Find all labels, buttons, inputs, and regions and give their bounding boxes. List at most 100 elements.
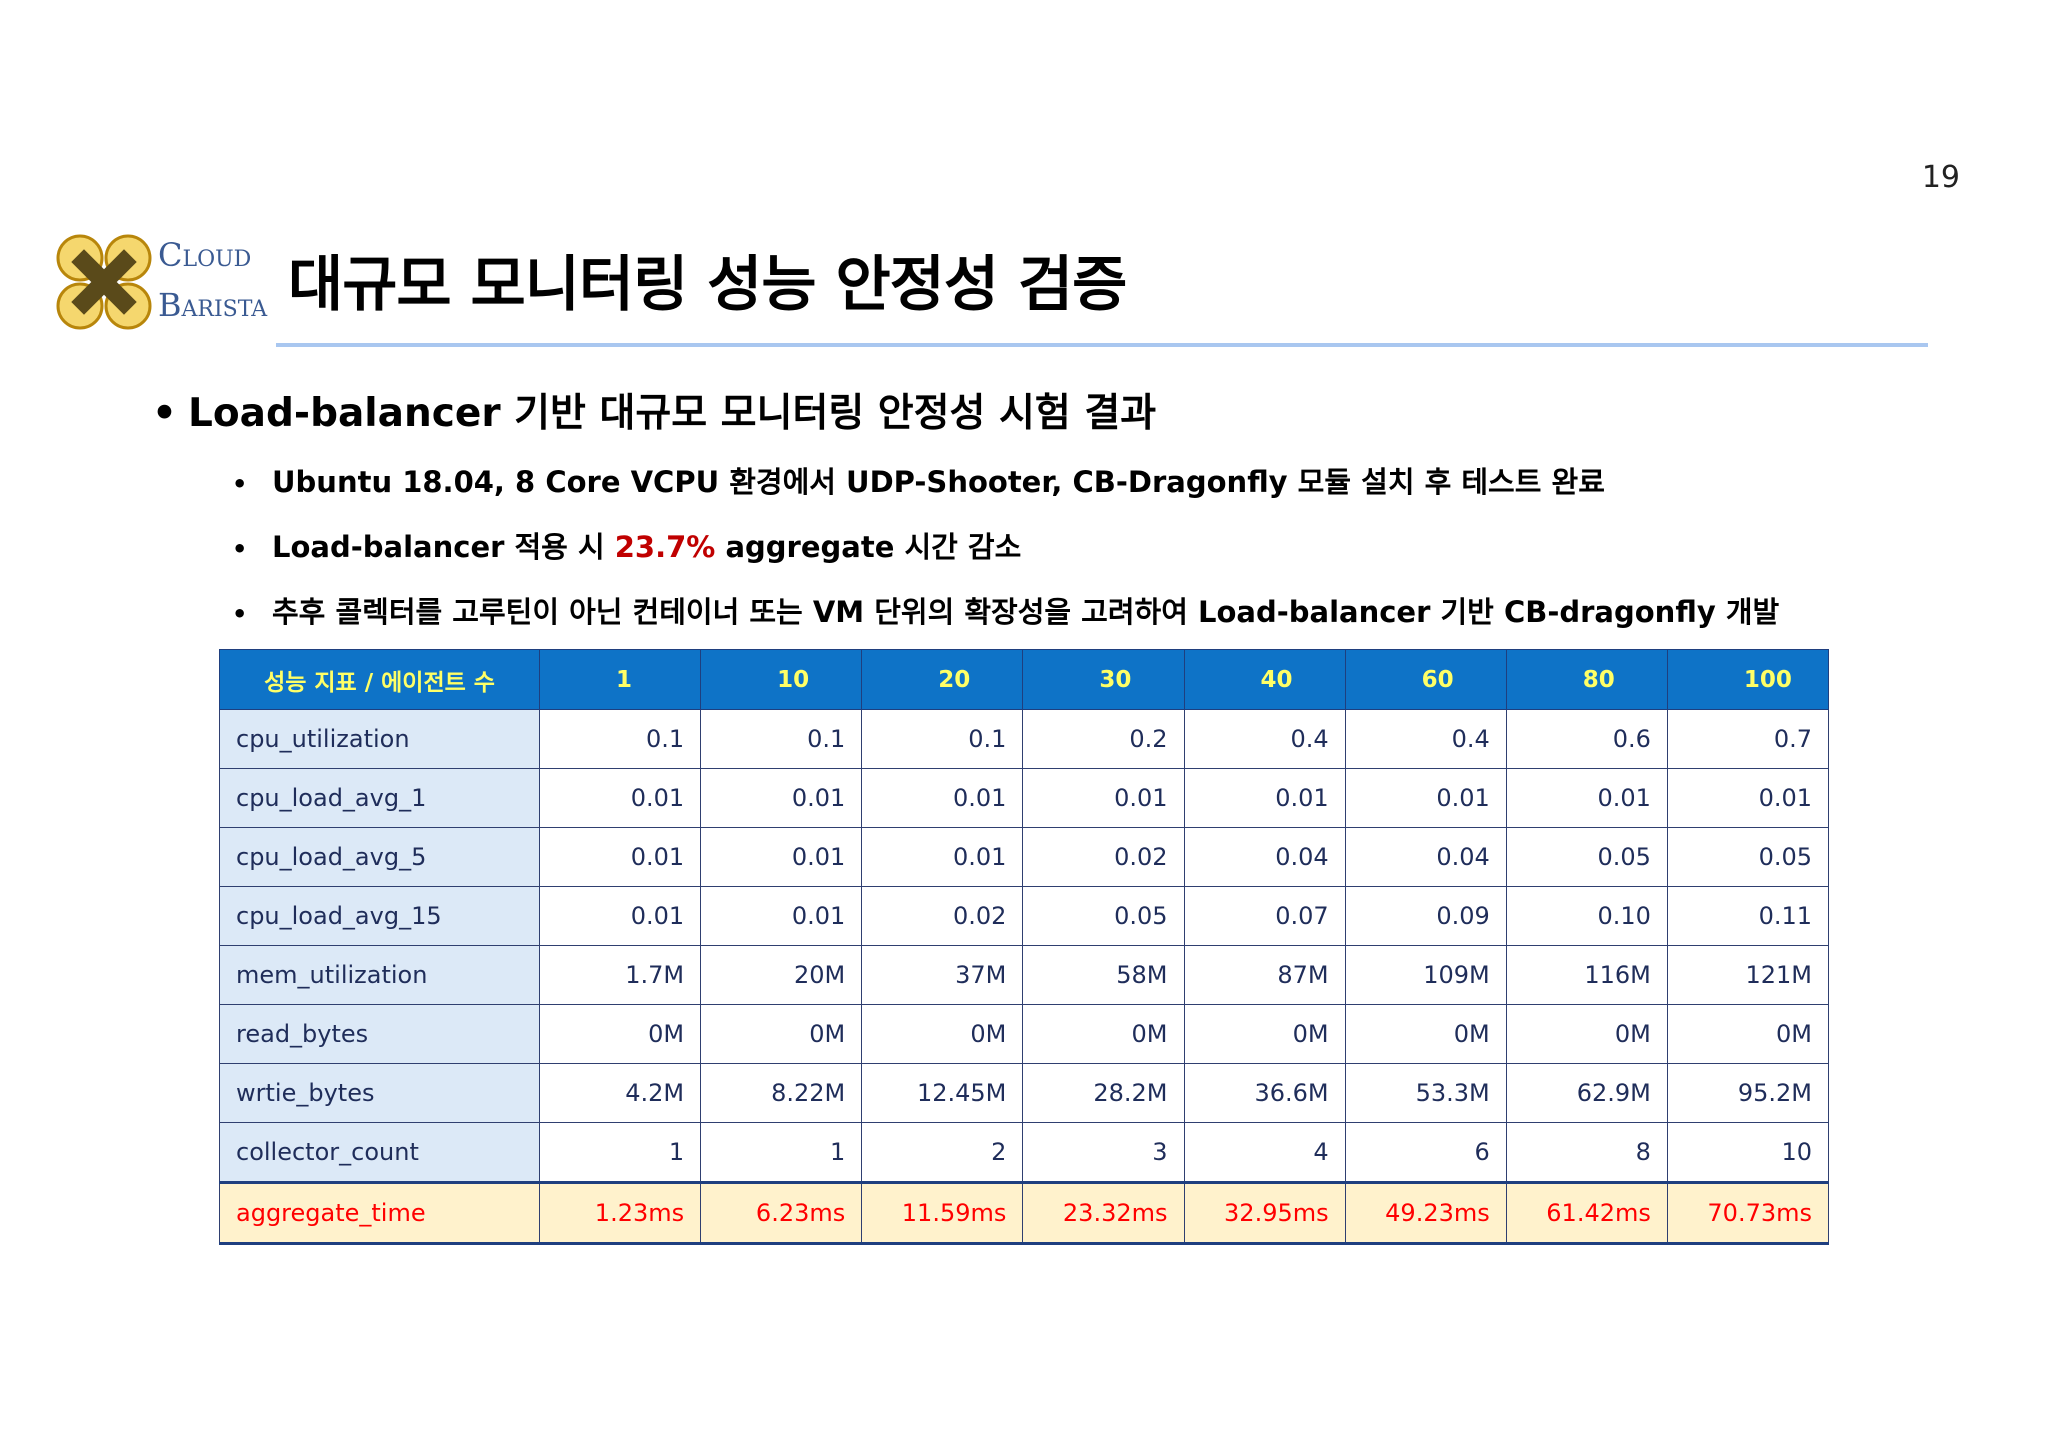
metric-name-cell: collector_count [219,1122,540,1183]
metric-value-cell: 0.1 [538,709,702,769]
metric-name-cell: cpu_load_avg_15 [219,886,540,946]
metric-value-cell: 0.1 [700,709,863,769]
metric-value-cell: 0.04 [1344,827,1507,887]
sub-bullet-text: Ubuntu 18.04, 8 Core VCPU 환경에서 UDP-Shoot… [272,465,1605,499]
metric-value-cell: 0.10 [1505,886,1668,946]
metric-value-cell: 20M [700,945,863,1005]
metric-value-cell: 61.42ms [1505,1181,1668,1245]
metric-value-cell: 0.05 [1666,827,1830,887]
performance-table: 성능 지표 / 에이전트 수 1 10 20 30 40 60 80 100 c… [219,649,1830,1245]
metric-value-cell: 0.01 [861,768,1024,828]
metric-value-cell: 12.45M [861,1063,1024,1123]
table-header-row: 성능 지표 / 에이전트 수 1 10 20 30 40 60 80 100 [219,649,1830,710]
sub-bullet-text-post: aggregate 시간 감소 [715,530,1022,564]
slide-title: 대규모 모니터링 성능 안정성 검증 [288,250,1127,320]
metric-value-cell: 0M [1344,1004,1507,1064]
metric-value-cell: 0.01 [1666,768,1830,828]
metric-value-cell: 95.2M [1666,1063,1830,1123]
header-cell-agents: 60 [1344,649,1507,710]
puzzle-logo-icon [56,234,152,330]
sub-bullet-future: • 추후 콜렉터를 고루틴이 아닌 컨테이너 또는 VM 단위의 확장성을 고려하… [232,589,1779,631]
metric-value-cell: 28.2M [1022,1063,1185,1123]
metric-name-cell: cpu_utilization [219,709,540,769]
bullet-dot: • [152,391,177,436]
table-row: cpu_load_avg_15 0.01 0.01 0.02 0.05 0.07 0.09 0… [219,886,1830,946]
metric-value-cell: 0M [1183,1004,1346,1064]
metric-value-cell: 49.23ms [1344,1181,1507,1245]
sub-bullet-reduction: • Load-balancer 적용 시 23.7% aggregate 시간 감… [232,524,1021,566]
metric-value-cell: 0.01 [538,768,702,828]
metric-value-cell: 0.4 [1183,709,1346,769]
metric-value-cell: 121M [1666,945,1830,1005]
metric-name-cell: aggregate_time [219,1181,540,1245]
metric-value-cell: 0.01 [1022,768,1185,828]
metric-value-cell: 116M [1505,945,1668,1005]
metric-value-cell: 0.04 [1183,827,1346,887]
metric-value-cell: 58M [1022,945,1185,1005]
sub-bullet-text: 추후 콜렉터를 고루틴이 아닌 컨테이너 또는 VM 단위의 확장성을 고려하여… [272,595,1780,629]
metric-value-cell: 1.23ms [538,1181,702,1245]
metric-value-cell: 87M [1183,945,1346,1005]
title-divider [276,343,1928,347]
metric-value-cell: 32.95ms [1183,1181,1346,1245]
header-cell-agents: 10 [700,649,863,710]
metric-value-cell: 1 [538,1122,702,1183]
metric-value-cell: 0M [1505,1004,1668,1064]
metric-value-cell: 3 [1022,1122,1185,1183]
metric-value-cell: 0.1 [861,709,1024,769]
metric-value-cell: 0.07 [1183,886,1346,946]
metric-value-cell: 0M [538,1004,702,1064]
metric-value-cell: 4 [1183,1122,1346,1183]
header-cell-agents: 80 [1505,649,1668,710]
metric-value-cell: 0.01 [861,827,1024,887]
metric-value-cell: 6.23ms [700,1181,863,1245]
metric-value-cell: 23.32ms [1022,1181,1185,1245]
metric-value-cell: 0M [700,1004,863,1064]
metric-value-cell: 53.3M [1344,1063,1507,1123]
metric-value-cell: 62.9M [1505,1063,1668,1123]
metric-value-cell: 8 [1505,1122,1668,1183]
metric-name-cell: mem_utilization [219,945,540,1005]
metric-value-cell: 0.01 [538,827,702,887]
header-cell-agents: 1 [538,649,702,710]
cloud-barista-logo: CLOUD BARISTA [54,232,268,332]
table-row: cpu_utilization 0.1 0.1 0.1 0.2 0.4 0.4 0.6 0.7 [219,709,1830,769]
metric-name-cell: wrtie_bytes [219,1063,540,1123]
metric-value-cell: 0.11 [1666,886,1830,946]
metric-value-cell: 10 [1666,1122,1830,1183]
metric-value-cell: 37M [861,945,1024,1005]
bullet-dot: • [232,600,248,628]
bullet-dot: • [232,470,248,498]
metric-value-cell: 0.2 [1022,709,1185,769]
table-row: read_bytes 0M 0M 0M 0M 0M 0M 0M 0M [219,1004,1830,1064]
metric-name-cell: cpu_load_avg_1 [219,768,540,828]
table-row: aggregate_time 1.23ms 6.23ms 11.59ms 23.32ms… [219,1181,1830,1245]
metric-value-cell: 0.01 [538,886,702,946]
logo-text-barista: BARISTA [158,286,268,324]
metric-value-cell: 0M [1666,1004,1830,1064]
table-row: cpu_load_avg_5 0.01 0.01 0.01 0.02 0.04 0.04 0.… [219,827,1830,887]
table-row: mem_utilization 1.7M 20M 37M 58M 87M 109M 116M 1… [219,945,1830,1005]
metric-name-cell: cpu_load_avg_5 [219,827,540,887]
main-bullet-text: Load-balancer 기반 대규모 모니터링 안정성 시험 결과 [188,391,1157,436]
header-cell-agents: 20 [861,649,1024,710]
metric-value-cell: 0.01 [1344,768,1507,828]
metric-value-cell: 0.05 [1022,886,1185,946]
metric-value-cell: 0.4 [1344,709,1507,769]
metric-value-cell: 0.01 [1505,768,1668,828]
highlight-percent: 23.7% [614,530,716,564]
logo-text-cloud: CLOUD [158,236,252,274]
sub-bullet-environment: • Ubuntu 18.04, 8 Core VCPU 환경에서 UDP-Shoo… [232,459,1605,501]
metric-name-cell: read_bytes [219,1004,540,1064]
table-row: collector_count 1 1 2 3 4 6 8 10 [219,1122,1830,1183]
metric-value-cell: 0.02 [1022,827,1185,887]
table-row: wrtie_bytes 4.2M 8.22M 12.45M 28.2M 36.6M 53.3… [219,1063,1830,1123]
metric-value-cell: 0.05 [1505,827,1668,887]
metric-value-cell: 4.2M [538,1063,702,1123]
metric-value-cell: 8.22M [700,1063,863,1123]
table-row: cpu_load_avg_1 0.01 0.01 0.01 0.01 0.01 0.01 0.… [219,768,1830,828]
metric-value-cell: 0.01 [700,768,863,828]
metric-value-cell: 36.6M [1183,1063,1346,1123]
main-bullet: • Load-balancer 기반 대규모 모니터링 안정성 시험 결과 [152,382,1156,438]
header-cell-metric: 성능 지표 / 에이전트 수 [219,649,540,710]
